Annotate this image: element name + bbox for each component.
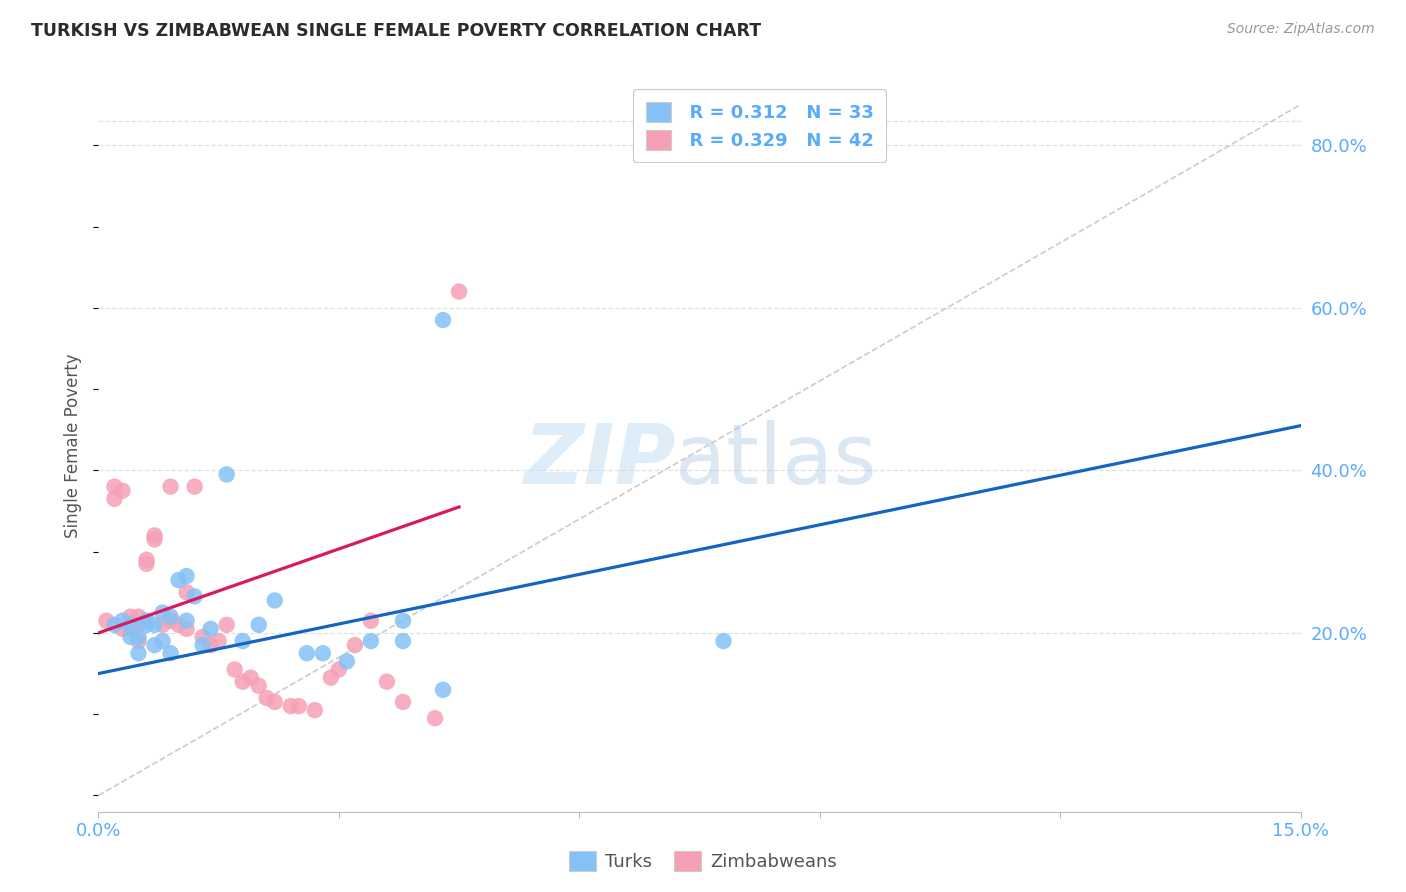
Point	[392, 695, 415, 709]
Point	[328, 663, 350, 677]
Y-axis label: Single Female Poverty: Single Female Poverty	[65, 354, 83, 538]
Point	[191, 638, 214, 652]
Point	[111, 614, 134, 628]
Point	[143, 617, 166, 632]
Point	[143, 528, 166, 542]
Point	[295, 646, 318, 660]
Point	[432, 682, 454, 697]
Point	[128, 634, 150, 648]
Point	[224, 663, 246, 677]
Point	[120, 630, 142, 644]
Point	[111, 483, 134, 498]
Point	[336, 654, 359, 668]
Point	[360, 634, 382, 648]
Point	[143, 638, 166, 652]
Point	[120, 609, 142, 624]
Point	[143, 533, 166, 547]
Text: atlas: atlas	[675, 420, 877, 501]
Point	[103, 617, 125, 632]
Point	[120, 617, 142, 632]
Legend: Turks, Zimbabweans: Turks, Zimbabweans	[562, 844, 844, 879]
Point	[375, 674, 398, 689]
Point	[152, 606, 174, 620]
Point	[208, 634, 231, 648]
Point	[423, 711, 446, 725]
Point	[176, 585, 198, 599]
Point	[167, 617, 190, 632]
Point	[167, 573, 190, 587]
Point	[312, 646, 335, 660]
Point	[288, 699, 311, 714]
Point	[135, 553, 157, 567]
Point	[239, 671, 262, 685]
Point	[135, 557, 157, 571]
Point	[176, 614, 198, 628]
Point	[215, 467, 238, 482]
Text: ZIP: ZIP	[523, 420, 675, 501]
Point	[96, 614, 118, 628]
Point	[159, 609, 181, 624]
Point	[191, 630, 214, 644]
Point	[135, 617, 157, 632]
Point	[159, 614, 181, 628]
Point	[183, 590, 205, 604]
Point	[392, 614, 415, 628]
Point	[215, 617, 238, 632]
Point	[128, 617, 150, 632]
Point	[232, 674, 254, 689]
Text: TURKISH VS ZIMBABWEAN SINGLE FEMALE POVERTY CORRELATION CHART: TURKISH VS ZIMBABWEAN SINGLE FEMALE POVE…	[31, 22, 761, 40]
Point	[135, 614, 157, 628]
Point	[343, 638, 366, 652]
Point	[111, 622, 134, 636]
Point	[183, 480, 205, 494]
Point	[304, 703, 326, 717]
Point	[447, 285, 470, 299]
Point	[159, 646, 181, 660]
Point	[232, 634, 254, 648]
Legend:   R = 0.312   N = 33,   R = 0.329   N = 42: R = 0.312 N = 33, R = 0.329 N = 42	[633, 89, 886, 162]
Point	[280, 699, 302, 714]
Point	[263, 695, 285, 709]
Point	[432, 313, 454, 327]
Point	[263, 593, 285, 607]
Point	[247, 617, 270, 632]
Point	[319, 671, 342, 685]
Point	[247, 679, 270, 693]
Point	[200, 638, 222, 652]
Point	[392, 634, 415, 648]
Point	[128, 609, 150, 624]
Point	[152, 617, 174, 632]
Point	[120, 622, 142, 636]
Point	[176, 622, 198, 636]
Point	[256, 690, 278, 705]
Point	[713, 634, 735, 648]
Point	[200, 622, 222, 636]
Point	[176, 569, 198, 583]
Point	[103, 491, 125, 506]
Point	[152, 634, 174, 648]
Text: Source: ZipAtlas.com: Source: ZipAtlas.com	[1227, 22, 1375, 37]
Point	[128, 630, 150, 644]
Point	[128, 646, 150, 660]
Point	[159, 480, 181, 494]
Point	[360, 614, 382, 628]
Point	[103, 480, 125, 494]
